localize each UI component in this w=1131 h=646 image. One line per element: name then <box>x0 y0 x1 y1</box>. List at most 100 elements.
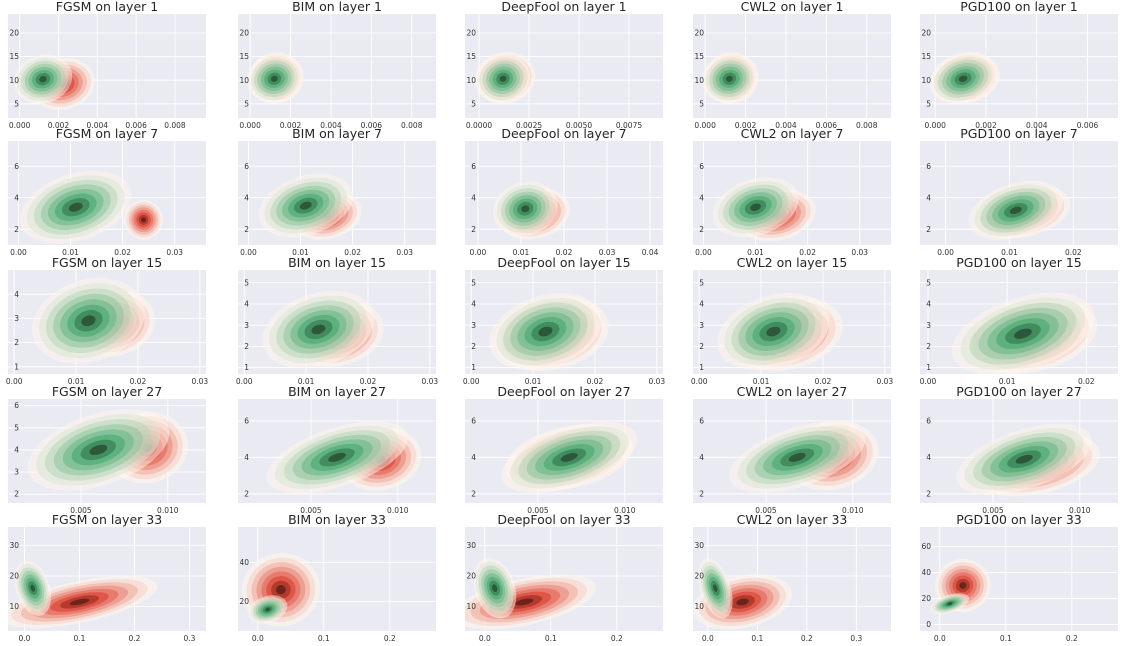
y-tick-label: 1 <box>14 362 19 371</box>
density-series-2 <box>247 54 302 104</box>
density-contour <box>276 585 286 595</box>
y-tick-label: 1 <box>699 363 704 372</box>
x-tick-label: 0.3 <box>184 634 196 643</box>
y-tick-label: 3 <box>471 321 476 330</box>
y-tick-label: 6 <box>699 416 704 425</box>
y-tick-label: 3 <box>699 321 704 330</box>
x-tick-label: 0.00 <box>691 377 708 386</box>
x-tick-label: 0.0 <box>19 634 31 643</box>
x-tick-label: 0.2 <box>1066 634 1078 643</box>
x-tick-label: 0.1 <box>1000 634 1012 643</box>
y-tick-label: 10 <box>466 602 476 611</box>
y-tick-label: 2 <box>14 338 19 347</box>
density-contour <box>1015 454 1033 464</box>
density-layers <box>8 560 158 629</box>
y-tick-label: 6 <box>699 162 704 171</box>
y-tick-label: 4 <box>926 193 931 202</box>
panel-title: CWL2 on layer 15 <box>737 255 848 270</box>
y-tick-label: 5 <box>244 278 249 287</box>
x-tick-label: 0.005 <box>982 506 1004 515</box>
panel-title: BIM on layer 27 <box>288 384 386 399</box>
y-tick-label: 3 <box>14 468 19 477</box>
y-tick-label: 30 <box>466 541 476 550</box>
x-tick-label: 0.01 <box>999 377 1016 386</box>
density-layers <box>929 51 1000 105</box>
y-tick-label: 20 <box>9 29 19 38</box>
x-tick-label: 0.010 <box>157 506 179 515</box>
x-tick-label: 0.000 <box>924 121 946 130</box>
density-layers <box>465 557 596 630</box>
panel-title: CWL2 on layer 33 <box>737 512 848 527</box>
x-tick-label: 0.2 <box>801 634 813 643</box>
y-tick-label: 10 <box>9 76 19 85</box>
x-tick-label: 0.1 <box>74 634 86 643</box>
density-series-2 <box>930 593 970 615</box>
x-tick-label: 0.002 <box>735 121 757 130</box>
y-tick-label: 2 <box>471 225 476 234</box>
y-tick-label: 30 <box>9 541 19 550</box>
y-tick-label: 6 <box>244 416 249 425</box>
panel-24: 0.0 0.1 0.2 0.3 10 20 30 CWL2 on layer 33 <box>693 512 891 643</box>
x-tick-label: 0.008 <box>856 121 878 130</box>
density-series-2 <box>20 170 132 244</box>
x-tick-label: 0.0 <box>479 634 491 643</box>
density-layers <box>956 423 1101 497</box>
x-tick-label: 0.03 <box>851 248 868 257</box>
panel-6: 0.00 0.01 0.02 0.03 2 4 6 FGSM on layer 7 <box>8 126 206 257</box>
x-tick-label: 0.01 <box>513 248 530 257</box>
x-tick-label: 0.00 <box>937 248 954 257</box>
y-tick-label: 1 <box>244 363 249 372</box>
panel-title: CWL2 on layer 7 <box>741 126 844 141</box>
y-tick-label: 20 <box>239 597 249 606</box>
density-contour <box>39 76 47 83</box>
x-tick-label: 0.03 <box>599 248 616 257</box>
density-layers <box>968 180 1071 240</box>
x-tick-label: 0.00 <box>920 377 937 386</box>
density-series-2 <box>929 53 997 105</box>
panel-12: 0.00 0.01 0.02 0.03 1 2 3 4 5 BIM on layer 15 <box>236 255 439 386</box>
x-tick-label: 0.02 <box>344 248 361 257</box>
x-tick-label: 0.02 <box>815 377 832 386</box>
x-tick-label: 0.01 <box>68 377 85 386</box>
density-contour <box>766 326 781 337</box>
density-contour <box>270 75 278 82</box>
x-tick-label: 0.03 <box>396 248 413 257</box>
y-tick-label: 4 <box>471 193 476 202</box>
x-tick-label: 0.00 <box>463 377 480 386</box>
x-tick-label: 0.03 <box>421 377 438 386</box>
x-tick-label: 0.01 <box>298 377 315 386</box>
panel-11: 0.00 0.01 0.02 0.03 1 2 3 4 FGSM on layer 15 <box>6 255 209 386</box>
x-tick-label: 0.00 <box>695 248 712 257</box>
y-tick-label: 5 <box>699 278 704 287</box>
density-contour <box>328 452 346 462</box>
panel-title: DeepFool on layer 7 <box>501 126 626 141</box>
panel-title: DeepFool on layer 1 <box>501 0 626 14</box>
density-series-2 <box>262 290 375 369</box>
x-tick-label: 0.002 <box>48 121 70 130</box>
y-tick-label: 2 <box>699 489 704 498</box>
y-tick-label: 20 <box>466 29 476 38</box>
x-tick-label: 0.2 <box>611 634 623 643</box>
density-contour <box>736 598 749 606</box>
y-tick-label: 0 <box>926 620 931 629</box>
y-tick-label: 3 <box>244 321 249 330</box>
y-tick-label: 2 <box>471 489 476 498</box>
y-tick-label: 1 <box>926 363 931 372</box>
panel-23: 0.0 0.1 0.2 10 20 30 DeepFool on layer 33 <box>465 512 663 643</box>
panel-3: 0.0000 0.0025 0.0050 0.0075 5 10 15 20 DeepFool … <box>465 0 663 130</box>
x-tick-label: 0.005 <box>755 506 777 515</box>
panel-title: BIM on layer 33 <box>288 512 386 527</box>
panel-title: CWL2 on layer 1 <box>741 0 844 14</box>
density-contour <box>69 598 90 606</box>
panel-title: FGSM on layer 33 <box>52 512 162 527</box>
y-tick-label: 2 <box>244 225 249 234</box>
density-layers <box>930 558 991 615</box>
y-tick-label: 15 <box>9 52 19 61</box>
x-tick-label: 0.02 <box>799 248 816 257</box>
x-tick-label: 0.02 <box>587 377 604 386</box>
x-tick-label: 0.01 <box>747 248 764 257</box>
y-tick-label: 6 <box>14 162 19 171</box>
x-tick-label: 0.00 <box>10 248 27 257</box>
density-layers <box>729 420 879 493</box>
